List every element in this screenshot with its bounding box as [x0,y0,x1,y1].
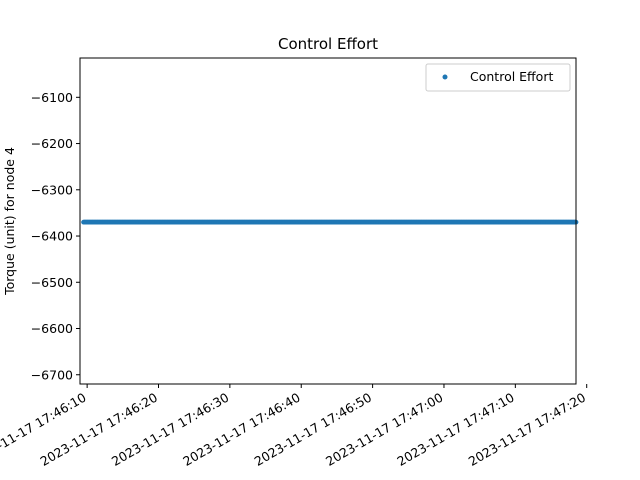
legend-label: Control Effort [470,69,553,84]
x-tick-label: 2023-11-17 17:46:40 [180,390,303,469]
chart-title: Control Effort [278,35,378,53]
y-tick-label: −6300 [31,182,73,197]
x-tick-label: 2023-11-17 17:47:10 [394,390,517,469]
y-tick-label: −6200 [31,136,73,151]
plot-frame [79,57,577,385]
x-tick-label: 2023-11-17 17:47:20 [466,390,589,469]
legend: Control Effort [425,63,571,92]
y-axis-label: Torque (unit) for node 4 [2,147,17,296]
x-tick-label: 2023-11-17 17:46:30 [109,390,232,469]
x-tick-label: 2023-11-17 17:46:20 [38,390,161,469]
y-tick-label: −6100 [31,90,73,105]
x-tick-label: 2023-11-17 17:46:50 [252,390,375,469]
y-tick-label: −6400 [31,229,73,244]
x-tick-label: 2023-11-17 17:47:00 [323,390,446,469]
y-axis-ticks: −6700 −6600 −6500 −6400 −6300 −6200 −6100 [31,90,80,382]
y-tick-label: −6600 [31,321,73,336]
legend-marker [442,74,448,80]
series-points [81,219,579,225]
y-tick-label: −6500 [31,275,73,290]
legend-box [425,63,571,92]
y-tick-label: −6700 [31,367,73,382]
